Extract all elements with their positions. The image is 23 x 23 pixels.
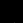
Text: 13: 13 <box>2 0 23 23</box>
Text: 53: 53 <box>0 1 21 23</box>
Text: 11: 11 <box>0 3 21 23</box>
Ellipse shape <box>3 12 4 13</box>
Text: IPC
Region: IPC Region <box>0 0 23 23</box>
Bar <box>5 6 7 18</box>
Text: 15a: 15a <box>0 0 23 23</box>
Text: 19b: 19b <box>0 0 23 19</box>
Text: 55: 55 <box>2 0 23 23</box>
Text: OS mapping
virtual -> physcial: OS mapping virtual -> physcial <box>0 0 23 23</box>
Text: Region N: Region N <box>0 0 23 23</box>
Text: 16d: 16d <box>0 1 23 23</box>
Ellipse shape <box>3 8 4 9</box>
Ellipse shape <box>19 15 20 16</box>
Bar <box>10 8 12 17</box>
Bar <box>16 6 19 18</box>
Text: IPC
Region': IPC Region' <box>0 0 23 23</box>
Text: byte_count
    data: byte_count data <box>0 0 23 23</box>
Text: 16c: 16c <box>0 0 23 22</box>
Text: 14: 14 <box>2 0 23 23</box>
Ellipse shape <box>19 10 20 11</box>
Ellipse shape <box>3 14 5 15</box>
Ellipse shape <box>19 11 20 12</box>
Text: Virtual address
space of server: Virtual address space of server <box>0 0 23 23</box>
Text: Virtual address
space of client: Virtual address space of client <box>0 0 23 23</box>
Ellipse shape <box>14 9 15 10</box>
Text: 12: 12 <box>0 0 21 23</box>
Text: 15b: 15b <box>0 0 23 23</box>
Text: 19a: 19a <box>0 0 23 19</box>
Text: Region 0: Region 0 <box>0 0 23 23</box>
Text: Region' 1: Region' 1 <box>0 0 23 23</box>
Ellipse shape <box>19 7 20 8</box>
Ellipse shape <box>10 5 11 6</box>
Ellipse shape <box>7 11 8 12</box>
Text: OS mapping
virtual -> physcial: OS mapping virtual -> physcial <box>0 0 23 23</box>
Ellipse shape <box>17 4 18 5</box>
Text: 18: 18 <box>0 0 23 23</box>
Text: Region' N: Region' N <box>0 0 23 23</box>
Text: 16b: 16b <box>0 0 23 23</box>
Text: 20: 20 <box>0 0 23 20</box>
Text: Physical Memory
(RAM): Physical Memory (RAM) <box>0 0 23 23</box>
Text: Region' 0: Region' 0 <box>0 0 23 23</box>
Text: 16a: 16a <box>0 0 23 23</box>
Ellipse shape <box>19 12 20 13</box>
Ellipse shape <box>3 11 4 12</box>
Ellipse shape <box>3 17 4 18</box>
Text: Region 1: Region 1 <box>0 0 23 23</box>
Ellipse shape <box>5 4 7 5</box>
